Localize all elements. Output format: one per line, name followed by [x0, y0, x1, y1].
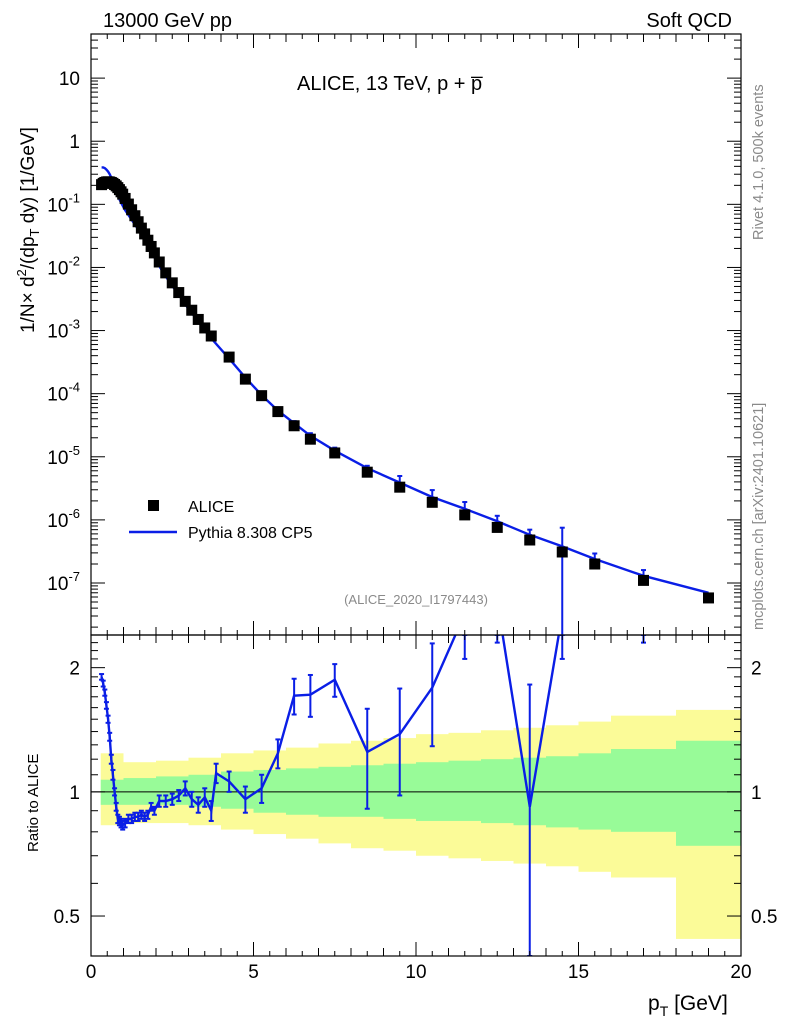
- alice-point: [394, 481, 406, 493]
- ylabel-part-5: T: [27, 228, 42, 236]
- ratio-series-group: [99, 635, 646, 956]
- alice-point: [160, 267, 172, 279]
- alice-point: [589, 558, 601, 570]
- uncertainty-bands: [100, 709, 741, 939]
- process-label: 13000 GeV pp: [103, 10, 232, 32]
- alice-point: [272, 406, 284, 418]
- alice-point: [556, 546, 568, 558]
- x-tick-label: 20: [730, 962, 751, 983]
- stat-uncertainty-band: [611, 749, 676, 832]
- alice-point: [126, 204, 138, 216]
- ratio-pythia-series: [99, 635, 646, 956]
- alice-point: [135, 222, 147, 234]
- alice-series: [96, 176, 714, 604]
- stat-uncertainty-band: [448, 760, 481, 821]
- alice-point: [119, 192, 131, 204]
- legend-marker-alice: [148, 500, 159, 511]
- alice-point: [361, 466, 373, 478]
- ylabel-part-2: d: [18, 276, 39, 292]
- alice-point: [132, 216, 144, 228]
- main-y-tick-label: 1: [69, 132, 80, 153]
- alice-point: [139, 228, 151, 240]
- alice-point: [288, 420, 300, 432]
- ratio-panel: 0.5 0.5 1 1 2 2 0 5 10 15 20: [54, 634, 778, 983]
- stat-uncertainty-band: [481, 759, 514, 824]
- main-y-tick-labels: 10 1 10-1 10-2 10-3 10-4 10-5 10-6 10-7: [47, 69, 80, 595]
- alice-point: [491, 521, 503, 533]
- alice-point: [703, 592, 714, 604]
- xlabel-main: p: [648, 992, 660, 1015]
- main-axis-ticks: [90, 33, 742, 635]
- main-y-tick-label: 10-3: [47, 317, 80, 343]
- ylabel-part-4: /(dp: [18, 236, 39, 269]
- category-label: Soft QCD: [646, 10, 732, 32]
- ylabel-part-3: 2: [14, 269, 29, 276]
- ylabel-part-1: ×: [18, 292, 39, 303]
- alice-point: [199, 322, 211, 334]
- x-tick-label: 0: [86, 962, 97, 983]
- alice-point: [192, 313, 204, 325]
- alice-point: [426, 496, 438, 508]
- main-y-tick-label: 10-5: [47, 443, 80, 469]
- x-tick-label: 15: [568, 962, 589, 983]
- alice-point: [153, 256, 165, 268]
- legend-label-pythia: Pythia 8.308 CP5: [188, 525, 313, 542]
- pythia-series: [101, 166, 709, 635]
- alice-point: [524, 534, 536, 546]
- alice-point: [638, 574, 649, 586]
- analysis-id: (ALICE_2020_I1797443): [344, 592, 488, 607]
- legend: ALICE Pythia 8.308 CP5: [129, 499, 313, 542]
- main-y-tick-label: 10-6: [47, 506, 80, 532]
- legend-label-alice: ALICE: [188, 499, 234, 516]
- alice-point: [179, 295, 191, 307]
- ratio-y-axis-label: Ratio to ALICE: [25, 754, 42, 852]
- ylabel-part-6: dy) [1/GeV]: [18, 127, 39, 228]
- x-tick-label: 10: [405, 962, 426, 983]
- xlabel-unit: [GeV]: [668, 992, 728, 1015]
- alice-point: [256, 390, 268, 402]
- main-y-tick-label: 10-1: [47, 190, 80, 216]
- main-plot-frame: [90, 33, 742, 636]
- alice-point: [145, 240, 157, 252]
- ratio-y-tick-label-right: 2: [751, 659, 762, 680]
- alice-point: [329, 447, 341, 459]
- ratio-y-tick-label-left: 0.5: [54, 907, 80, 928]
- alice-point: [223, 351, 235, 363]
- plot-title: ALICE, 13 TeV, p + p̅: [297, 73, 483, 95]
- alice-point: [166, 277, 178, 289]
- alice-point: [205, 330, 217, 342]
- xlabel-sub: T: [660, 1003, 669, 1019]
- rivet-version-label: Rivet 4.1.0, 500k events: [751, 84, 767, 240]
- alice-point: [148, 247, 160, 259]
- alice-point: [186, 304, 198, 316]
- x-axis-label: pT [GeV]: [648, 992, 728, 1019]
- ratio-axis-ticks: [90, 634, 742, 957]
- alice-point: [304, 433, 316, 445]
- main-y-tick-label: 10: [59, 69, 80, 90]
- x-tick-label: 5: [248, 962, 259, 983]
- ratio-y-tick-label-right: 1: [751, 783, 762, 804]
- alice-point: [459, 509, 471, 521]
- alice-point: [173, 287, 185, 299]
- main-y-tick-label: 10-4: [47, 380, 80, 406]
- alice-point: [122, 198, 134, 210]
- main-y-tick-label: 10-2: [47, 253, 80, 279]
- main-y-axis-label: 1/N× d2/(dpT dy) [1/GeV]: [14, 127, 42, 333]
- ylabel-part-0: 1/N: [18, 303, 39, 333]
- ratio-y-tick-label-left: 2: [69, 659, 80, 680]
- x-tick-labels: 0 5 10 15 20: [86, 962, 752, 983]
- main-panel: 10 1 10-1 10-2 10-3 10-4 10-5 10-6 10-7: [47, 33, 742, 636]
- ratio-y-tick-labels: 0.5 0.5 1 1 2 2: [54, 659, 778, 928]
- alice-point: [129, 210, 141, 222]
- ratio-y-tick-label-left: 1: [69, 783, 80, 804]
- alice-point: [142, 234, 154, 246]
- ratio-y-tick-label-right: 0.5: [751, 907, 777, 928]
- alice-point: [239, 373, 251, 385]
- main-y-tick-label: 10-7: [47, 569, 80, 595]
- stat-uncertainty-band: [676, 740, 741, 846]
- source-label: mcplots.cern.ch [arXiv:2401.10621]: [751, 403, 767, 630]
